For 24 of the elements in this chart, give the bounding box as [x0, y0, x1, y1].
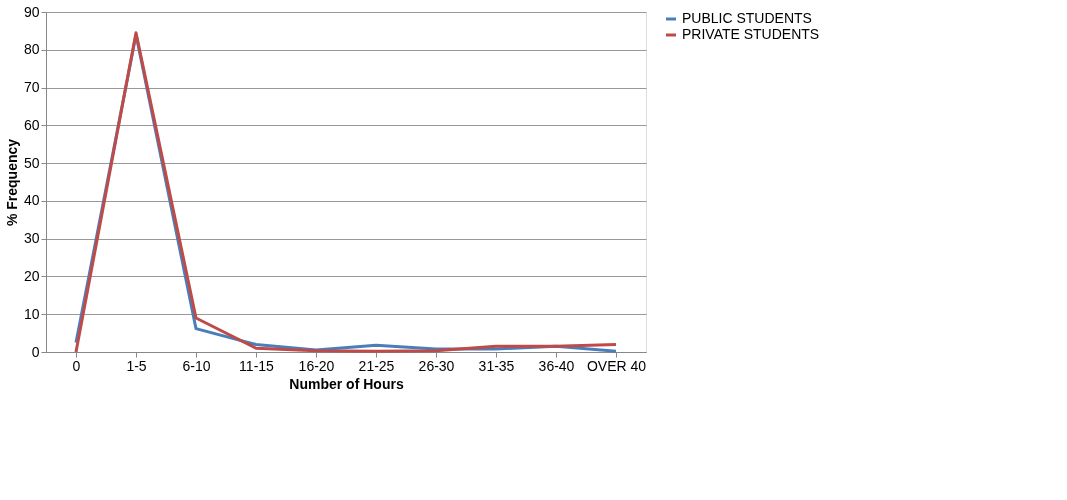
legend-label: PUBLIC STUDENTS	[682, 10, 812, 26]
x-tick-label: 26-30	[418, 357, 455, 374]
x-tick-label: 1-5	[126, 357, 147, 374]
y-tick-label: 40	[23, 192, 40, 209]
x-tick-label: 0	[72, 357, 81, 374]
x-tick-label: 11-15	[239, 357, 275, 374]
y-tick-label: 90	[23, 3, 40, 20]
y-tick-label: 60	[23, 116, 40, 133]
y-axis-title: % Frequency	[3, 138, 20, 227]
y-tick-label: 30	[23, 230, 40, 247]
x-axis-title: Number of Hours	[289, 375, 404, 392]
y-tick-label: 0	[31, 343, 40, 360]
y-tick-label: 20	[23, 267, 40, 284]
y-tick-label: 10	[23, 305, 40, 322]
y-tick-label: 70	[23, 79, 40, 96]
legend-label: PRIVATE STUDENTS	[682, 26, 820, 42]
x-tick-label: OVER 40	[586, 357, 647, 374]
x-tick-label: 36-40	[538, 357, 575, 374]
x-tick-label: 16-20	[298, 357, 335, 374]
y-tick-label: 80	[23, 41, 40, 58]
x-tick-label: 6-10	[182, 357, 211, 374]
y-tick-label: 50	[23, 154, 40, 171]
x-tick-label: 31-35	[478, 357, 515, 374]
x-tick-label: 21-25	[358, 357, 395, 374]
